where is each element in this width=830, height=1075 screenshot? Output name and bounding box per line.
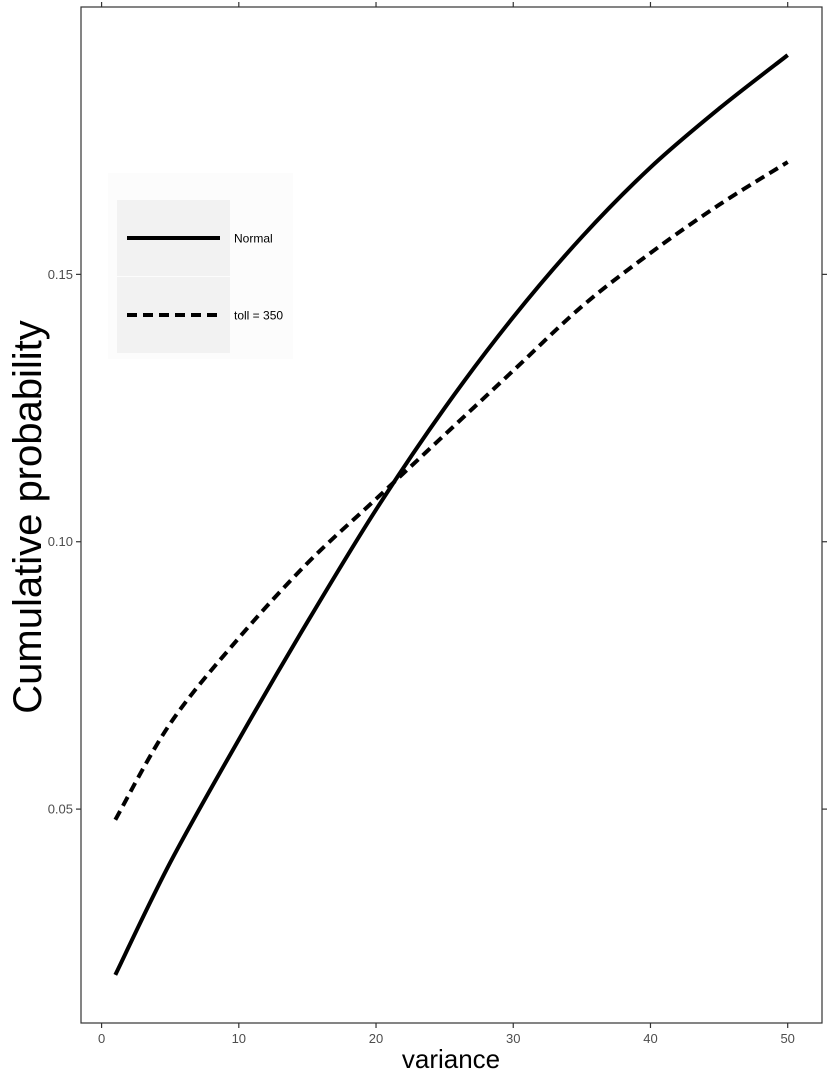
x-axis-ticks: 0 10 20 30 40 50 [98,2,795,1046]
plot-lines [113,53,789,976]
x-tick-label: 40 [643,1031,657,1046]
x-tick-label: 10 [232,1031,246,1046]
y-tick-label: 0.10 [48,534,73,549]
series-line-normal [113,53,789,976]
x-tick-label: 20 [369,1031,383,1046]
x-tick-label: 0 [98,1031,105,1046]
legend-label: toll = 350 [234,309,283,323]
x-tick-label: 30 [506,1031,520,1046]
panel-border [80,6,823,1024]
y-axis-ticks: 0.05 0.10 0.15 [48,267,827,817]
plot-background [81,7,822,1023]
x-axis-title: variance [402,1044,500,1074]
y-tick-label: 0.05 [48,802,73,817]
x-tick-label: 50 [780,1031,794,1046]
legend-label: Normal [234,232,273,246]
panel-frame [80,6,823,1024]
legend: Normal toll = 350 [108,173,293,359]
y-axis-title: Cumulative probability [6,320,50,714]
series-line-toll-350 [113,160,789,821]
y-tick-label: 0.15 [48,267,73,282]
